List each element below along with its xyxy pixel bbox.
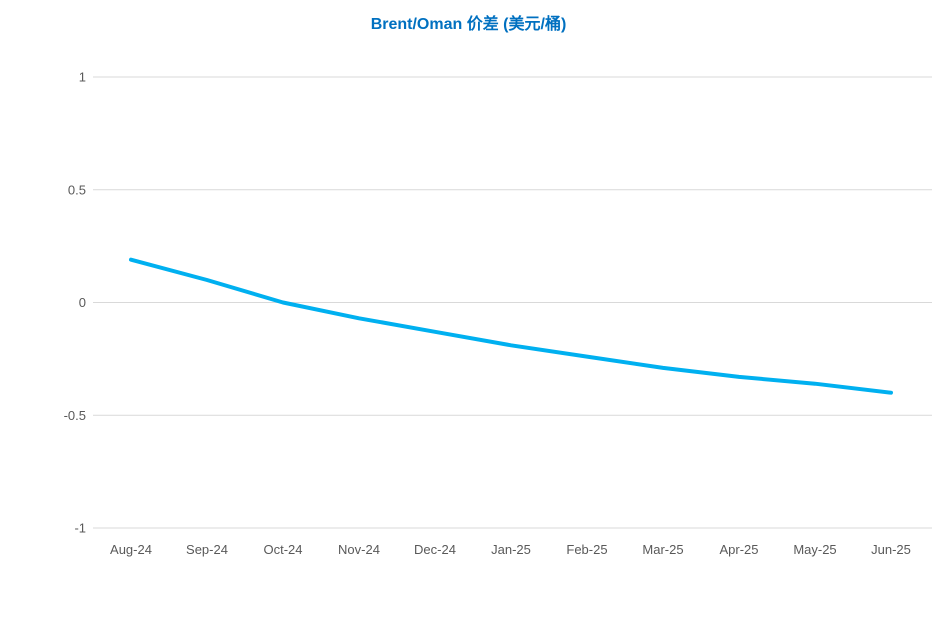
x-tick-label: Aug-24 bbox=[110, 542, 152, 557]
x-tick-label: May-25 bbox=[793, 542, 836, 557]
y-tick-label: 1 bbox=[79, 70, 86, 85]
chart-title: Brent/Oman 价差 (美元/桶) bbox=[370, 16, 567, 33]
x-tick-label: Dec-24 bbox=[414, 542, 456, 557]
x-tick-label: Sep-24 bbox=[186, 542, 228, 557]
y-tick-label: -0.5 bbox=[64, 408, 86, 423]
x-tick-label: Apr-25 bbox=[719, 542, 758, 557]
y-tick-label: 0.5 bbox=[68, 182, 86, 197]
y-tick-label: -1 bbox=[74, 521, 86, 536]
x-tick-label: Jun-25 bbox=[871, 542, 911, 557]
x-tick-label: Nov-24 bbox=[338, 542, 380, 557]
x-tick-label: Feb-25 bbox=[566, 542, 607, 557]
series-line bbox=[129, 257, 893, 395]
x-tick-label: Mar-25 bbox=[642, 542, 683, 557]
x-tick-label: Oct-24 bbox=[263, 542, 302, 557]
y-tick-label: 0 bbox=[79, 295, 86, 310]
x-tick-label: Jan-25 bbox=[491, 542, 531, 557]
